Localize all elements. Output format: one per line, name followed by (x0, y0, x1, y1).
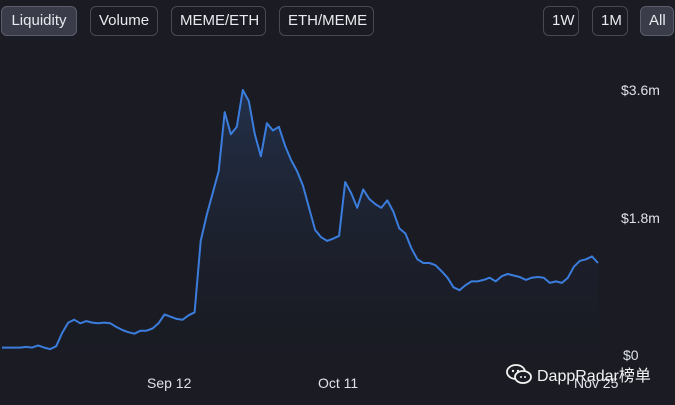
liquidity-area (2, 90, 598, 365)
watermark: DappRadar榜单 (505, 362, 651, 386)
x-tick-label-sep: Sep 12 (147, 375, 192, 391)
tab-eth-meme[interactable]: ETH/MEME (279, 6, 374, 36)
y-tick-label-mid: $1.8m (621, 210, 660, 226)
wechat-icon (506, 364, 532, 384)
y-tick-label-top: $3.6m (621, 82, 660, 98)
tab-liquidity[interactable]: Liquidity (1, 6, 77, 36)
range-1m-button[interactable]: 1M (592, 6, 628, 36)
range-all-button[interactable]: All (640, 6, 674, 36)
chart-toolbar: Liquidity Volume MEME/ETH ETH/MEME 1W 1M… (0, 0, 675, 44)
y-tick-label-zero: $0 (623, 347, 639, 363)
x-tick-label-oct: Oct 11 (318, 375, 359, 391)
watermark-text: DappRadar榜单 (537, 368, 651, 385)
tab-meme-eth[interactable]: MEME/ETH (171, 6, 266, 36)
range-1w-button[interactable]: 1W (543, 6, 579, 36)
liquidity-line (2, 89, 599, 351)
tab-volume[interactable]: Volume (90, 6, 158, 36)
x-tick-label-nov: Nov 25 (574, 375, 619, 391)
